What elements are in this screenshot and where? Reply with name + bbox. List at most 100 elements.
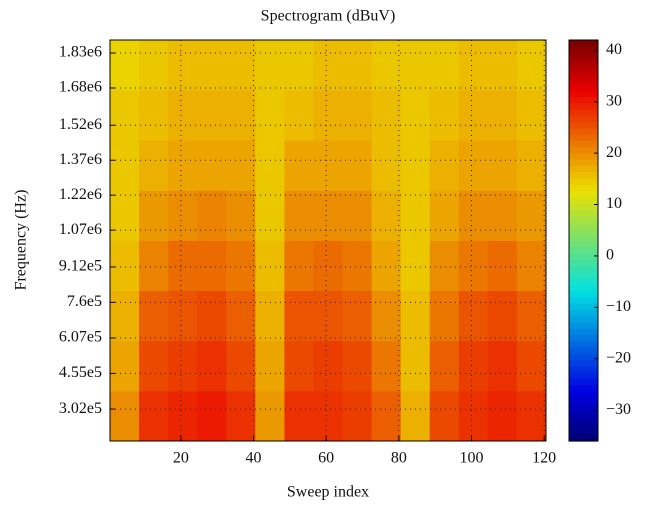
colorbar-swatch xyxy=(569,196,598,204)
heatmap-cell xyxy=(284,290,314,342)
plot-frame xyxy=(109,39,547,442)
heatmap-cell xyxy=(487,40,518,91)
colorbar-swatch xyxy=(569,240,598,248)
heatmap-cell xyxy=(458,390,489,442)
colorbar-swatch xyxy=(569,221,598,229)
heatmap-cell xyxy=(516,140,547,191)
x-tick-label: 20 xyxy=(173,450,189,467)
heatmap-cell xyxy=(371,40,402,91)
heatmap-cell xyxy=(197,40,227,91)
heatmap-cell xyxy=(429,240,460,292)
heatmap-cell xyxy=(400,90,431,141)
heatmap-cell xyxy=(458,340,489,392)
heatmap-cell xyxy=(516,190,547,241)
y-tick-label: 1.83e6 xyxy=(59,44,102,61)
colorbar-swatch xyxy=(569,409,598,417)
colorbar-swatch xyxy=(569,365,598,373)
heatmap-cell xyxy=(110,90,140,141)
heatmap-cell xyxy=(139,40,169,91)
x-tick-label: 80 xyxy=(391,450,407,467)
y-tick-label: 1.52e6 xyxy=(59,116,102,133)
colorbar-swatch xyxy=(569,259,598,267)
heatmap-cell xyxy=(197,340,227,392)
colorbar-swatch xyxy=(569,140,598,148)
heatmap-cell xyxy=(342,340,373,392)
heatmap-cell xyxy=(487,340,518,392)
colorbar-swatch xyxy=(569,65,598,72)
heatmap-cell xyxy=(110,390,140,442)
heatmap-cell xyxy=(110,40,140,91)
heatmap-cell xyxy=(371,390,402,442)
heatmap-cell xyxy=(400,140,431,191)
y-tick-label: 1.37e6 xyxy=(59,151,102,168)
colorbar-swatch xyxy=(569,328,598,336)
heatmap-cell xyxy=(371,190,402,241)
colorbar-swatch xyxy=(569,159,598,166)
heatmap-cell xyxy=(284,390,314,442)
heatmap-cell xyxy=(516,90,547,141)
heatmap-cell xyxy=(139,290,169,342)
heatmap-cell xyxy=(110,140,140,191)
heatmap-cell xyxy=(197,290,227,342)
heatmap-cell xyxy=(429,40,460,91)
heatmap-cell xyxy=(197,190,227,241)
colorbar-swatch xyxy=(569,340,598,348)
heatmap-cell xyxy=(255,140,285,191)
heatmap-cell xyxy=(342,90,373,141)
x-tick-label: 100 xyxy=(460,450,484,467)
colorbar-swatch xyxy=(569,347,598,354)
colorbar-swatch xyxy=(569,397,598,405)
heatmap-cell xyxy=(429,340,460,392)
colorbar-swatch xyxy=(569,253,598,260)
heatmap-cell xyxy=(255,40,285,91)
heatmap-cell xyxy=(516,40,547,91)
heatmap-cell xyxy=(168,290,198,342)
heatmap-cell xyxy=(226,140,256,191)
heatmap-cell xyxy=(197,140,227,191)
heatmap-cell xyxy=(168,140,198,191)
heatmap-cell xyxy=(371,290,402,342)
colorbar-swatch xyxy=(569,77,598,85)
heatmap-cell xyxy=(458,140,489,191)
colorbar-swatch xyxy=(569,177,598,185)
colorbar-frame xyxy=(568,39,599,442)
colorbar-swatch xyxy=(569,46,598,54)
y-tick-label: 1.22e6 xyxy=(59,186,102,203)
heatmap-cell xyxy=(255,290,285,342)
heatmap-cell xyxy=(168,190,198,241)
colorbar-swatch xyxy=(569,190,598,198)
y-tick-label: 1.07e6 xyxy=(59,221,102,238)
y-tick-label: 3.02e5 xyxy=(59,400,102,417)
colorbar-swatch xyxy=(569,321,598,329)
colorbar-swatch xyxy=(569,234,598,242)
colorbar-tick-label: 0 xyxy=(606,247,614,264)
heatmap-cell xyxy=(226,40,256,91)
heatmap-cell xyxy=(516,340,547,392)
heatmap-cell xyxy=(168,90,198,141)
colorbar-swatch xyxy=(569,403,598,411)
heatmap-cell xyxy=(168,40,198,91)
heatmap-cell xyxy=(400,40,431,91)
colorbar-swatch xyxy=(569,209,598,217)
chart-title: Spectrogram (dBuV) xyxy=(261,8,396,25)
heatmap-cell xyxy=(284,190,314,241)
heatmap-cell xyxy=(400,190,431,241)
heatmap-cell xyxy=(458,290,489,342)
heatmap-cell xyxy=(400,340,431,392)
heatmap-cell xyxy=(255,390,285,442)
heatmap-cell xyxy=(313,340,344,392)
colorbar-swatch xyxy=(569,152,598,160)
x-tick-label: 40 xyxy=(246,450,262,467)
heatmap-cell xyxy=(458,40,489,91)
heatmap-cell xyxy=(342,290,373,342)
colorbar-swatch xyxy=(569,52,598,60)
colorbar-swatch xyxy=(569,265,598,273)
colorbar-swatch xyxy=(569,215,598,223)
heatmap-cell xyxy=(487,390,518,442)
heatmap-cell xyxy=(284,340,314,392)
heatmap-cell xyxy=(226,390,256,442)
colorbar-swatch xyxy=(569,303,598,311)
heatmap-cell xyxy=(487,190,518,241)
heatmap-cell xyxy=(400,290,431,342)
colorbar-swatch xyxy=(569,96,598,104)
